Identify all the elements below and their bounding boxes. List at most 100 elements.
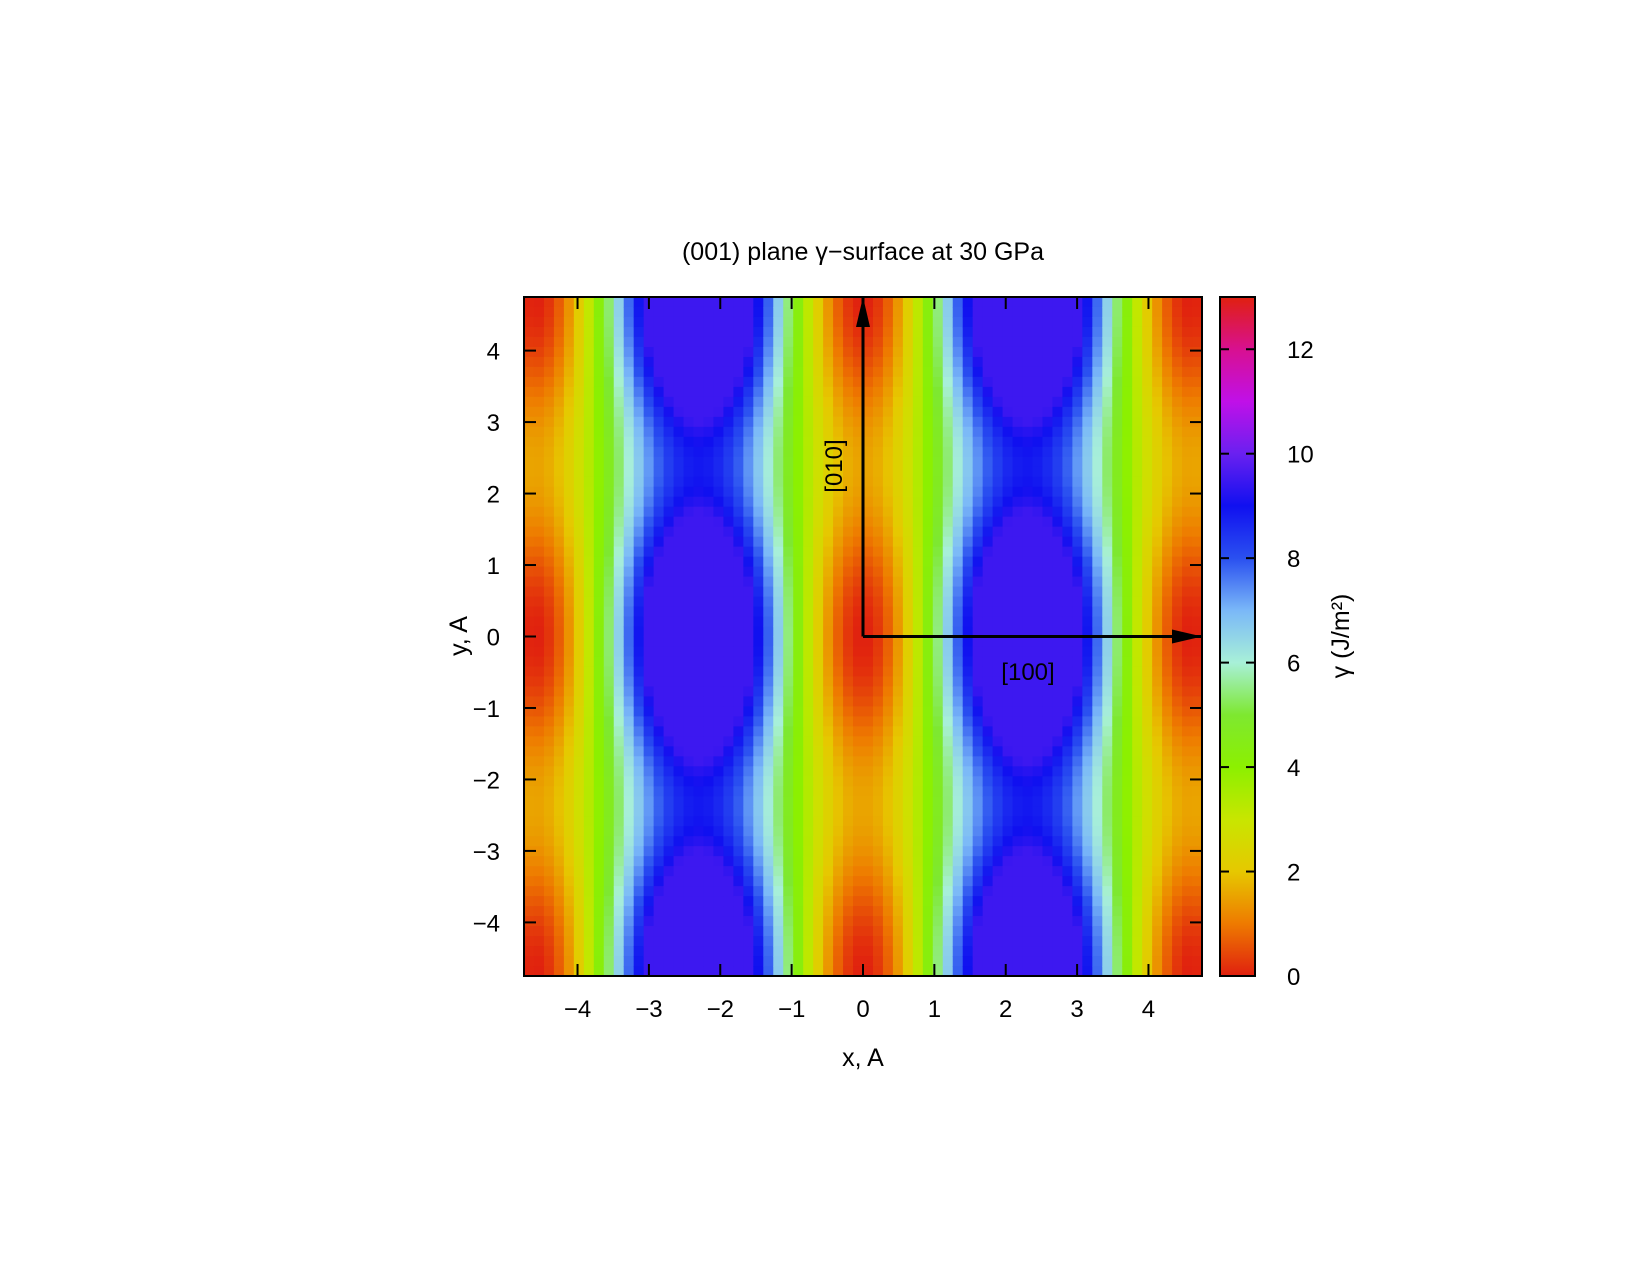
heatmap-cell (992, 326, 1004, 338)
heatmap-cell (733, 456, 744, 468)
heatmap-cell (932, 476, 944, 488)
heatmap-cell (593, 436, 605, 448)
heatmap-cell (1192, 316, 1203, 328)
heatmap-cell (1082, 646, 1093, 658)
heatmap-cell (863, 506, 874, 518)
heatmap-cell (663, 506, 675, 518)
heatmap-cell (713, 746, 725, 757)
heatmap-cell (1002, 736, 1014, 747)
heatmap-cell (1012, 656, 1024, 668)
heatmap-cell (1032, 496, 1044, 508)
heatmap-cell (623, 596, 635, 608)
heatmap-cell (1132, 366, 1143, 378)
heatmap-cell (643, 816, 655, 827)
heatmap-cell (1072, 806, 1083, 817)
heatmap-cell (843, 596, 854, 608)
heatmap-cell (843, 346, 854, 358)
heatmap-cell (573, 366, 585, 378)
heatmap-cell (1062, 926, 1073, 937)
heatmap-cell (613, 297, 625, 308)
heatmap-cell (524, 496, 535, 508)
heatmap-cell (693, 726, 705, 737)
heatmap-cell (962, 426, 974, 438)
heatmap-cell (1022, 906, 1034, 917)
heatmap-cell (1082, 546, 1093, 558)
heatmap-cell (553, 836, 565, 847)
heatmap-cell (952, 466, 964, 478)
heatmap-cell (1102, 946, 1113, 957)
heatmap-cell (952, 676, 964, 688)
heatmap-cell (683, 856, 695, 867)
heatmap-cell (683, 936, 695, 947)
heatmap-cell (823, 556, 834, 568)
heatmap-cell (593, 846, 605, 857)
heatmap-cell (932, 816, 944, 827)
heatmap-cell (1002, 906, 1014, 917)
heatmap-cell (1192, 946, 1203, 957)
heatmap-cell (1082, 786, 1093, 797)
heatmap-cell (813, 696, 824, 707)
heatmap-cell (723, 836, 734, 847)
heatmap-cell (1102, 616, 1113, 628)
heatmap-cell (922, 316, 934, 328)
heatmap-cell (912, 466, 924, 478)
heatmap-cell (1182, 946, 1193, 957)
heatmap-cell (593, 306, 605, 318)
heatmap-cell (1112, 956, 1123, 967)
heatmap-cell (583, 766, 595, 777)
heatmap-cell (593, 836, 605, 847)
heatmap-cell (1162, 906, 1173, 917)
heatmap-cell (723, 506, 734, 518)
heatmap-cell (733, 596, 744, 608)
heatmap-cell (1092, 966, 1103, 977)
heatmap-cell (972, 426, 984, 438)
heatmap-cell (972, 706, 984, 717)
heatmap-cell (1192, 646, 1203, 658)
heatmap-cell (793, 796, 804, 807)
heatmap-cell (1122, 436, 1133, 448)
heatmap-cell (713, 826, 725, 837)
heatmap-cell (1042, 297, 1054, 308)
heatmap-cell (793, 516, 804, 528)
heatmap-cell (833, 666, 844, 678)
heatmap-cell (1072, 696, 1083, 707)
heatmap-cell (813, 336, 824, 348)
heatmap-cell (753, 806, 764, 817)
heatmap-cell (713, 297, 725, 308)
heatmap-cell (912, 816, 924, 827)
heatmap-cell (553, 566, 565, 578)
heatmap-cell (1042, 926, 1054, 937)
heatmap-cell (1052, 506, 1064, 518)
heatmap-cell (1012, 846, 1024, 857)
heatmap-cell (992, 736, 1004, 747)
heatmap-cell (813, 606, 824, 618)
heatmap-cell (653, 896, 665, 907)
heatmap-cell (892, 956, 904, 967)
heatmap-cell (1192, 796, 1203, 807)
heatmap-cell (1082, 846, 1093, 857)
heatmap-cell (1062, 316, 1073, 328)
heatmap-cell (743, 856, 754, 867)
heatmap-cell (982, 916, 994, 927)
heatmap-cell (693, 696, 705, 707)
heatmap-cell (693, 456, 705, 468)
heatmap-cell (553, 646, 565, 658)
heatmap-cell (1052, 336, 1064, 348)
heatmap-cell (623, 836, 635, 847)
heatmap-cell (962, 366, 974, 378)
heatmap-cell (563, 476, 575, 488)
heatmap-cell (823, 416, 834, 428)
heatmap-cell (1182, 896, 1193, 907)
heatmap-cell (882, 466, 894, 478)
heatmap-cell (524, 376, 535, 388)
heatmap-cell (683, 326, 695, 338)
heatmap-cell (1152, 326, 1163, 338)
heatmap-cell (663, 846, 675, 857)
heatmap-cell (1052, 756, 1064, 767)
heatmap-cell (892, 786, 904, 797)
heatmap-cell (902, 876, 914, 887)
heatmap-cell (853, 476, 864, 488)
heatmap-cell (1142, 716, 1153, 727)
heatmap-cell (553, 446, 565, 458)
heatmap-cell (743, 886, 754, 897)
